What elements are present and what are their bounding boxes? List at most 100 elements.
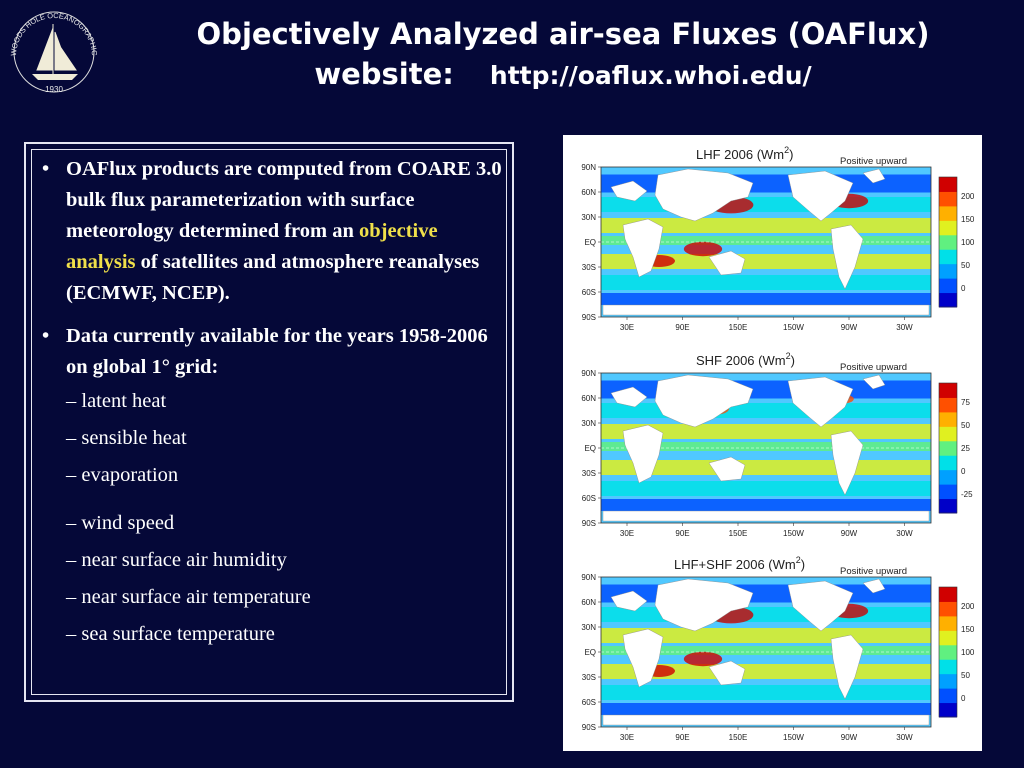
land-mass bbox=[610, 386, 648, 408]
flux-band bbox=[601, 293, 931, 305]
colorbar-swatch bbox=[939, 702, 957, 718]
colorbar-tick-label: 75 bbox=[961, 398, 970, 407]
svg-text:LHF+SHF 2006 (Wm2): LHF+SHF 2006 (Wm2) bbox=[674, 555, 805, 572]
colorbar-swatch bbox=[939, 659, 957, 675]
lhf-map-title: LHF 2006 (Wm bbox=[696, 147, 784, 162]
colorbar-tick-label: 50 bbox=[961, 261, 970, 270]
colorbar-tick-label: 0 bbox=[961, 467, 966, 476]
land-mass bbox=[708, 250, 746, 276]
colorbar-swatch bbox=[939, 426, 957, 442]
lat-tick-label: EQ bbox=[584, 444, 596, 453]
flux-band bbox=[601, 236, 931, 245]
colorbar-swatch bbox=[939, 587, 957, 602]
colorbar-swatch bbox=[939, 234, 957, 250]
shf-map-title: SHF 2006 (Wm bbox=[696, 353, 786, 368]
land-mass bbox=[830, 430, 864, 496]
colorbar-tick-label: 200 bbox=[961, 192, 975, 201]
land-mass bbox=[602, 510, 930, 522]
land-mass bbox=[602, 714, 930, 726]
colorbar-tick-label: 50 bbox=[961, 671, 970, 680]
land-mass bbox=[787, 170, 854, 222]
land-mass bbox=[787, 376, 854, 428]
colorbar-swatch bbox=[939, 249, 957, 265]
land-mass bbox=[862, 578, 886, 594]
land-mass bbox=[654, 168, 754, 222]
lon-tick-label: 30E bbox=[620, 323, 634, 332]
lon-tick-label: 30W bbox=[896, 529, 913, 538]
lhf-map-panel: LHF 2006 (Wm2) Positive upward 90N 60N 30N… bbox=[581, 145, 975, 332]
bullet-dot-icon: • bbox=[42, 158, 50, 180]
flux-band bbox=[601, 499, 931, 511]
colorbar-swatch bbox=[939, 673, 957, 689]
colorbar-swatch bbox=[939, 383, 957, 398]
bullet-item-data-availability: • Data currently available for the years … bbox=[40, 321, 502, 383]
lon-tick-label: 30W bbox=[896, 733, 913, 742]
flux-hotspot bbox=[683, 241, 723, 257]
bullet-text-box: • OAFlux products are computed from COARE… bbox=[24, 142, 514, 702]
title-website-label: website: bbox=[314, 57, 454, 91]
shf-map-image: 90N 60N 30N EQ 30S 60S 90S 30E 90E 150E 150W 90W 30W… bbox=[581, 369, 973, 538]
land-mass bbox=[787, 580, 854, 632]
colorbar-swatch bbox=[939, 484, 957, 500]
colorbar-swatch bbox=[939, 440, 957, 456]
bullet-dot-icon: • bbox=[42, 325, 50, 347]
title-line-1: Objectively Analyzed air-sea Fluxes (OAF… bbox=[196, 17, 930, 51]
lat-tick-label: 90N bbox=[581, 573, 596, 582]
lon-tick-label: 150E bbox=[729, 323, 748, 332]
colorbar-tick-label: -25 bbox=[961, 490, 973, 499]
lat-tick-label: 90N bbox=[581, 163, 596, 172]
lat-tick-label: 30N bbox=[581, 213, 596, 222]
shf-map-panel: SHF 2006 (Wm2) Positive upward 90N 60N 30N… bbox=[581, 351, 973, 538]
flux-band bbox=[601, 703, 931, 715]
land-mass bbox=[610, 180, 648, 202]
lat-tick-label: 90S bbox=[582, 313, 596, 322]
sub-item-air-humidity: – near surface air humidity bbox=[66, 549, 287, 571]
flux-band bbox=[601, 607, 931, 622]
total-flux-map-title: LHF+SHF 2006 (Wm bbox=[674, 557, 796, 572]
svg-text:LHF 2006 (Wm2): LHF 2006 (Wm2) bbox=[696, 145, 794, 162]
colorbar-tick-label: 0 bbox=[961, 284, 966, 293]
lon-tick-label: 30E bbox=[620, 733, 634, 742]
total-positive-upward-note: Positive upward bbox=[840, 566, 907, 577]
lat-tick-label: EQ bbox=[584, 648, 596, 657]
flux-band bbox=[601, 197, 931, 212]
colorbar-tick-label: 150 bbox=[961, 625, 975, 634]
svg-text:1930: 1930 bbox=[45, 85, 63, 94]
lat-tick-label: 30S bbox=[582, 263, 596, 272]
colorbar-swatch bbox=[939, 177, 957, 192]
lon-tick-label: 150W bbox=[783, 323, 804, 332]
title-line-2: website: http://oaflux.whoi.edu/ bbox=[108, 54, 1018, 96]
colorbar-tick-label: 150 bbox=[961, 215, 975, 224]
land-mass bbox=[610, 590, 648, 612]
text-box-inner-border bbox=[31, 149, 507, 695]
lat-tick-label: 30S bbox=[582, 469, 596, 478]
website-url-link[interactable]: http://oaflux.whoi.edu/ bbox=[489, 61, 812, 90]
colorbar-swatch bbox=[939, 615, 957, 631]
sub-item-latent-heat: – latent heat bbox=[66, 390, 167, 412]
objective-analysis-highlight: objective analysis bbox=[66, 220, 438, 273]
colorbar-tick-label: 100 bbox=[961, 648, 975, 657]
colorbar-swatch bbox=[939, 205, 957, 221]
lhf-map-image: 90N 60N 30N EQ 30S 60S 90S 30E 90E 150E 150W 90W 30W… bbox=[581, 163, 975, 332]
svg-text:SHF 2006 (Wm2): SHF 2006 (Wm2) bbox=[696, 351, 795, 368]
lat-tick-label: 30N bbox=[581, 419, 596, 428]
sub-item-air-temperature: – near surface air temperature bbox=[66, 586, 311, 608]
lon-tick-label: 150E bbox=[729, 733, 748, 742]
sub-item-evaporation: – evaporation bbox=[66, 464, 179, 486]
lat-tick-label: 60N bbox=[581, 598, 596, 607]
land-mass bbox=[862, 168, 886, 184]
colorbar-swatch bbox=[939, 469, 957, 485]
lat-tick-label: 90S bbox=[582, 723, 596, 732]
page-title: Objectively Analyzed air-sea Fluxes (OAF… bbox=[108, 14, 1018, 96]
lat-tick-label: 90N bbox=[581, 369, 596, 378]
flux-band bbox=[601, 646, 931, 655]
lat-tick-label: 30N bbox=[581, 623, 596, 632]
colorbar-tick-label: 100 bbox=[961, 238, 975, 247]
land-mass bbox=[622, 218, 664, 278]
lat-tick-label: 60S bbox=[582, 494, 596, 503]
flux-band bbox=[601, 685, 931, 700]
sub-item-wind-speed: – wind speed bbox=[66, 512, 175, 534]
land-mass bbox=[830, 634, 864, 700]
colorbar-tick-label: 50 bbox=[961, 421, 970, 430]
flux-maps-figure: LHF 2006 (Wm2) Positive upward 90N 60N 30N… bbox=[563, 135, 982, 751]
